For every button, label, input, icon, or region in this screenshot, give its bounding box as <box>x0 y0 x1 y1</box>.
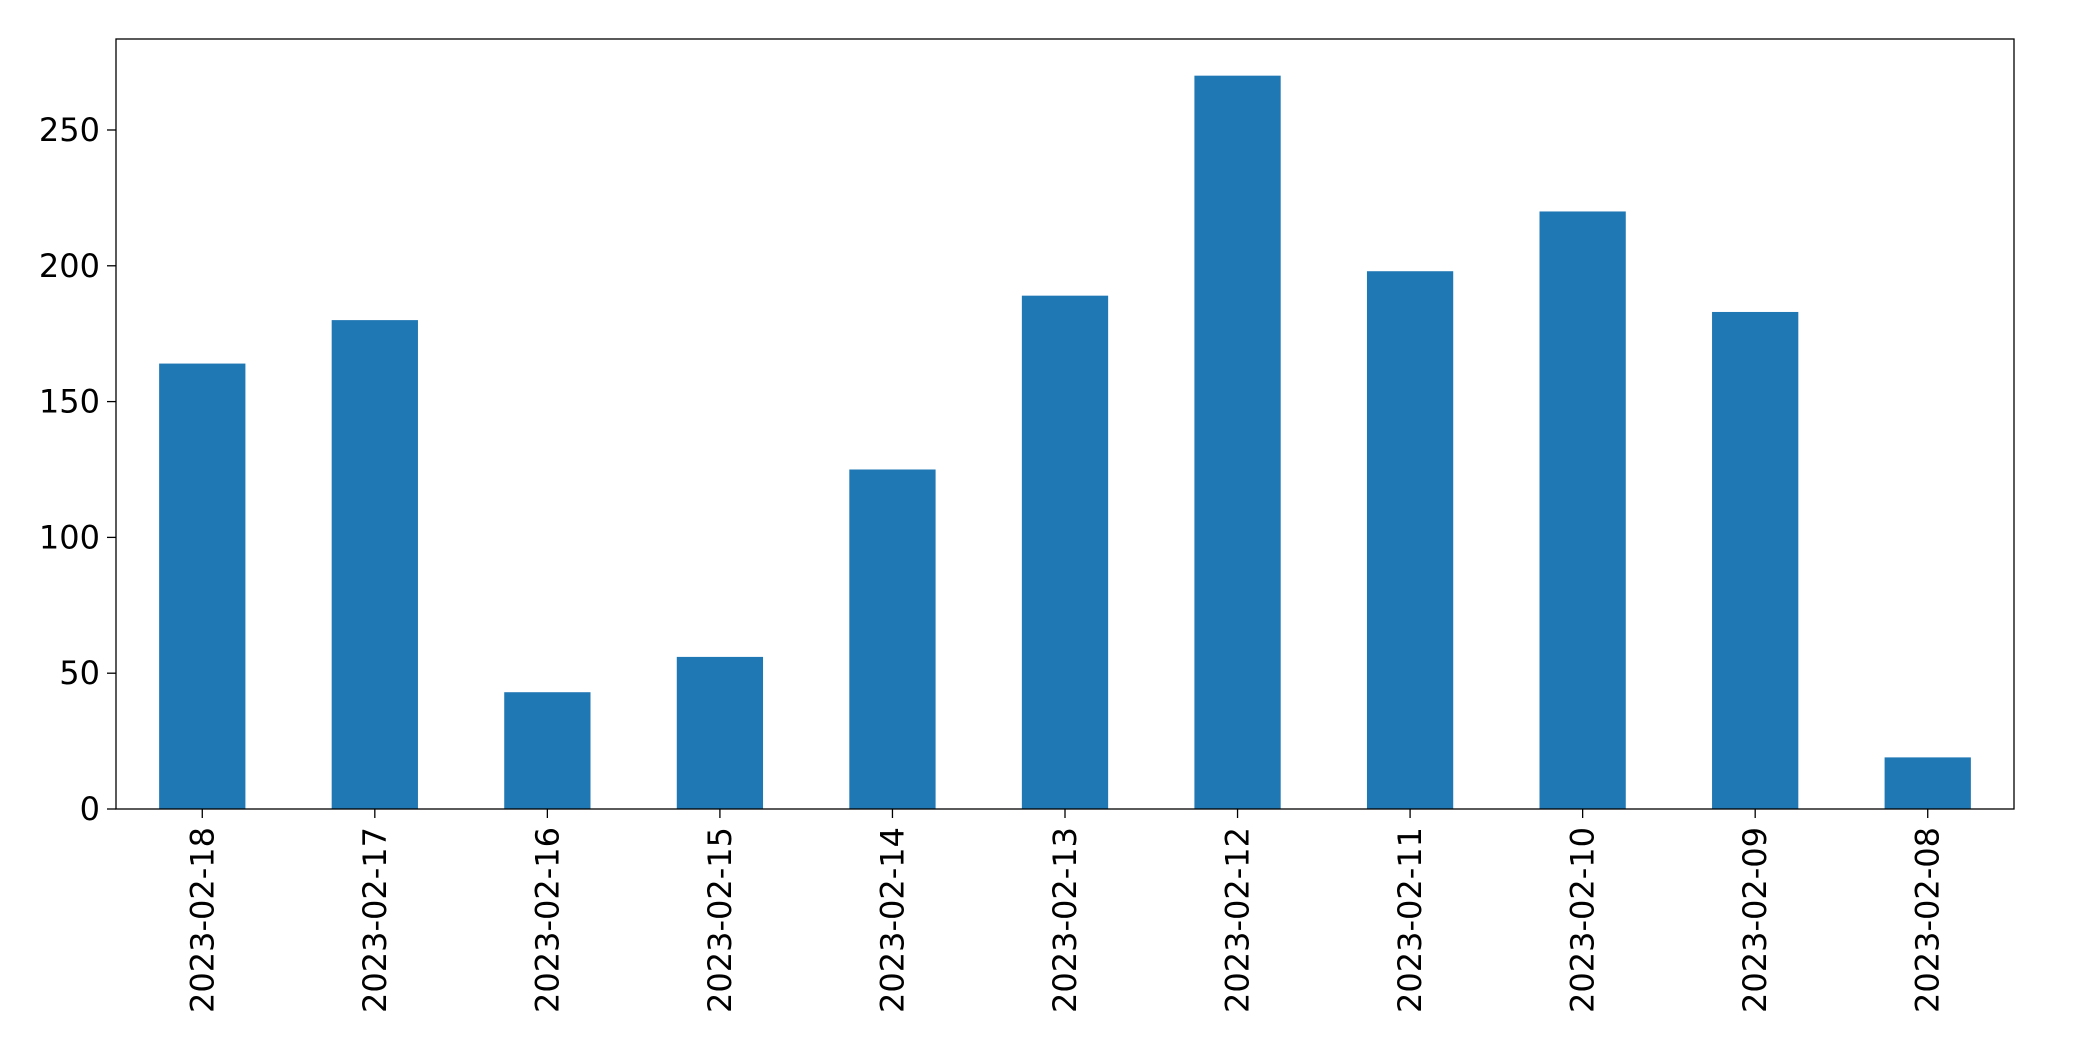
x-tick-label: 2023-02-15 <box>701 827 739 1013</box>
x-tick-label: 2023-02-17 <box>356 827 394 1013</box>
x-tick-label: 2023-02-18 <box>183 827 221 1013</box>
bar <box>1712 311 1799 809</box>
bar <box>1539 211 1626 810</box>
x-tick-label: 2023-02-09 <box>1736 827 1774 1013</box>
bar <box>849 469 936 809</box>
x-tick-label: 2023-02-11 <box>1391 827 1429 1013</box>
y-tick-label: 0 <box>80 790 100 828</box>
x-tick-label: 2023-02-08 <box>1909 827 1947 1013</box>
y-tick-label: 50 <box>59 654 100 692</box>
y-tick-label: 200 <box>39 247 100 285</box>
bar <box>676 656 764 809</box>
x-tick-label: 2023-02-10 <box>1564 827 1602 1013</box>
x-tick-label: 2023-02-12 <box>1219 827 1257 1013</box>
y-tick-label: 100 <box>39 518 100 556</box>
bar <box>331 320 418 809</box>
bar <box>504 692 591 809</box>
bar <box>1884 757 1971 809</box>
y-tick-label: 150 <box>39 383 100 421</box>
x-tick-label: 2023-02-13 <box>1046 827 1084 1013</box>
bar <box>1194 75 1281 809</box>
bar <box>1366 271 1454 809</box>
bar <box>159 363 246 809</box>
y-tick-label: 250 <box>39 111 100 149</box>
x-tick-label: 2023-02-16 <box>528 827 566 1013</box>
bar <box>1021 295 1109 810</box>
plot-frame <box>115 38 2015 810</box>
x-tick-label: 2023-02-14 <box>873 827 911 1013</box>
